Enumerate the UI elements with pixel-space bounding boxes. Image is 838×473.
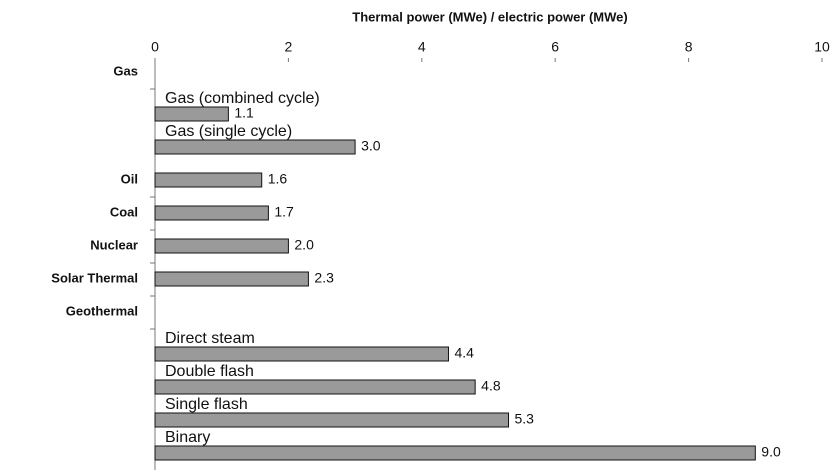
x-tick-label: 4 [418,39,426,55]
x-tick-label: 6 [551,39,559,55]
category-label: Nuclear [90,237,138,252]
bar-label: Binary [165,429,210,446]
x-axis-label: Thermal power (MWe) / electric power (MW… [352,9,627,24]
bar-label: Gas (combined cycle) [165,90,320,107]
x-tick-label: 8 [685,39,693,55]
value-label: 4.8 [481,378,501,394]
bar-label: Single flash [165,396,248,413]
category-label: Coal [110,204,138,219]
category-label: Solar Thermal [51,270,138,285]
bar [154,445,756,461]
x-tick-label: 2 [285,39,293,55]
value-label: 1.1 [234,105,254,121]
category-label: Oil [121,171,138,186]
value-label: 2.3 [314,270,334,286]
value-label: 3.0 [361,138,381,154]
bar [154,139,356,155]
bar [154,106,229,122]
bar-label: Gas (single cycle) [165,123,292,140]
value-label: 1.6 [268,171,288,187]
bar-label: Direct steam [165,330,255,347]
bar [154,172,263,188]
bar-label: Double flash [165,363,254,380]
x-tick-label: 0 [151,39,159,55]
bar [154,205,269,221]
x-tick-label: 10 [814,39,830,55]
value-label: 9.0 [761,444,781,460]
value-label: 4.4 [454,345,474,361]
bar [154,346,449,362]
bar [154,271,309,287]
category-label: Geothermal [66,303,138,318]
bar [154,412,510,428]
bar [154,379,476,395]
value-label: 5.3 [515,411,535,427]
category-label: Gas [113,63,138,78]
value-label: 2.0 [294,237,314,253]
bar [154,238,289,254]
value-label: 1.7 [274,204,294,220]
